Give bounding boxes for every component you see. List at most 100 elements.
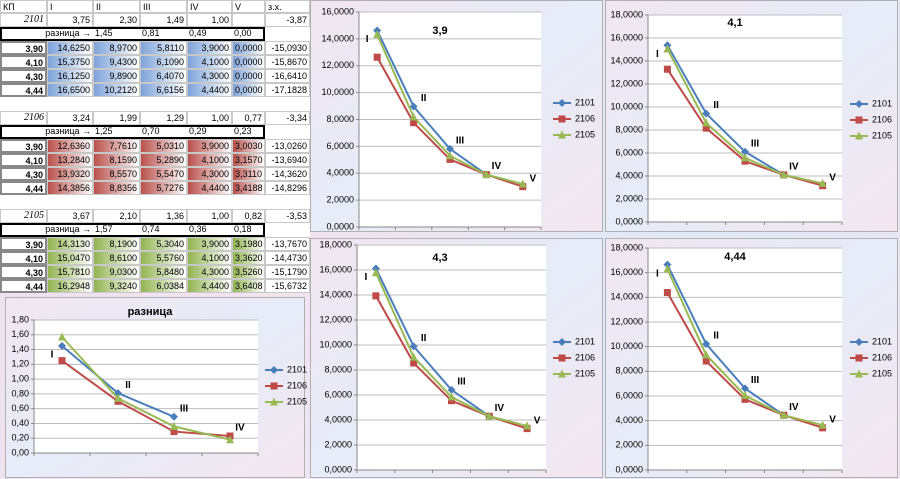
cell: -14,8296 — [265, 181, 310, 195]
cell: 9,8900 — [93, 69, 140, 83]
y-tick-label: 2,0000 — [326, 195, 354, 205]
cell: -15,8670 — [265, 55, 310, 69]
point-label: I — [366, 34, 369, 45]
diff-label: разница → — [45, 224, 91, 234]
cell: 0,0000 — [232, 69, 265, 83]
y-tick-label: 16,0000 — [321, 6, 354, 16]
marker — [170, 428, 178, 436]
y-tick-label: 1,20 — [11, 359, 29, 369]
diff-cell: 0,81 — [142, 28, 160, 38]
cell: 3,9000 — [187, 237, 232, 251]
marker — [518, 179, 527, 188]
marker — [558, 130, 566, 139]
marker — [270, 382, 278, 390]
cell: 4,10 — [0, 55, 47, 69]
cell: -13,6940 — [265, 153, 310, 167]
marker — [663, 65, 671, 73]
y-tick-label: 8,0000 — [324, 364, 352, 374]
marker — [410, 119, 418, 127]
diff-box — [0, 27, 265, 41]
y-tick-label: 0,0000 — [615, 464, 643, 474]
marker — [779, 410, 788, 419]
y-tick-label: 12,0000 — [321, 60, 354, 70]
cell: 1,49 — [140, 13, 187, 27]
cell: 3,90 — [0, 41, 47, 55]
y-tick-label: 8,0000 — [326, 114, 354, 124]
y-tick-label: 6,0000 — [615, 147, 643, 157]
cell: 1,99 — [93, 111, 140, 125]
y-tick-label: 4,0000 — [324, 414, 352, 424]
cell: 0,0000 — [232, 55, 265, 69]
marker — [409, 342, 418, 351]
cell: -13,7670 — [265, 237, 310, 251]
cell: 4,4400 — [187, 181, 232, 195]
header-cell: з.х. — [265, 0, 310, 13]
cell: 6,6156 — [140, 83, 187, 97]
cell: 0,0000 — [232, 83, 265, 97]
marker — [446, 155, 454, 163]
point-label: V — [534, 415, 541, 426]
chart-title: 4,1 — [727, 17, 742, 29]
cell: 4,10 — [0, 153, 47, 167]
marker — [58, 341, 66, 350]
cell: 5,0310 — [140, 139, 187, 153]
marker — [702, 124, 710, 132]
cell: 14,6250 — [47, 41, 93, 55]
cell: 2106 — [0, 111, 47, 125]
point-label: III — [751, 375, 760, 386]
point-label: II — [713, 100, 719, 111]
y-tick-label: 12,0000 — [610, 316, 643, 326]
cell: -15,0930 — [265, 41, 310, 55]
cell: 15,3750 — [47, 55, 93, 69]
point-label: I — [656, 49, 659, 60]
cell: 1,00 — [187, 111, 232, 125]
cell: 5,5470 — [140, 167, 187, 181]
y-tick-label: 14,0000 — [321, 33, 354, 43]
series-line — [61, 336, 231, 441]
cell: 2101 — [0, 13, 47, 27]
cell: 3,90 — [0, 237, 47, 251]
point-label: IV — [235, 423, 245, 434]
point-label: II — [713, 331, 719, 342]
point-label: III — [456, 136, 465, 147]
marker — [741, 153, 749, 162]
cell: 9,4300 — [93, 55, 140, 69]
cell: 1,36 — [140, 209, 187, 223]
cell: -15,6732 — [265, 279, 310, 293]
cell: 3,5260 — [232, 265, 265, 279]
cell: 4,44 — [0, 181, 47, 195]
cell: 6,1090 — [140, 55, 187, 69]
chart-title: 4,3 — [432, 252, 447, 264]
diff-cell: 0,70 — [142, 126, 160, 136]
cell: 16,6500 — [47, 83, 93, 97]
cell: 1,29 — [140, 111, 187, 125]
diff-box — [0, 223, 265, 237]
cell: 5,2890 — [140, 153, 187, 167]
cell: 8,1590 — [93, 153, 140, 167]
marker — [409, 102, 418, 111]
y-tick-label: 18,0000 — [319, 239, 352, 249]
marker — [270, 397, 278, 406]
cell: -14,3620 — [265, 167, 310, 181]
y-tick-label: 8,0000 — [615, 124, 643, 134]
y-tick-label: 0,0000 — [615, 216, 643, 226]
y-tick-label: 18,0000 — [610, 242, 643, 252]
cell: 4,10 — [0, 251, 47, 265]
legend-label: 2105 — [872, 368, 892, 378]
header-cell: КП — [0, 0, 47, 13]
chart-title: 4,44 — [724, 251, 746, 263]
cell: 4,30 — [0, 265, 47, 279]
y-tick-label: 16,0000 — [319, 264, 352, 274]
point-label: IV — [495, 403, 505, 414]
marker — [58, 332, 66, 341]
cell: 3,90 — [0, 139, 47, 153]
header-cell: III — [140, 0, 187, 13]
marker — [855, 100, 863, 108]
marker — [741, 395, 749, 403]
y-tick-label: 1,40 — [11, 344, 29, 354]
chart-title: разница — [128, 306, 174, 318]
cell: 3,75 — [47, 13, 93, 27]
y-tick-label: 14,0000 — [610, 292, 643, 302]
y-tick-label: 0,20 — [11, 433, 29, 443]
